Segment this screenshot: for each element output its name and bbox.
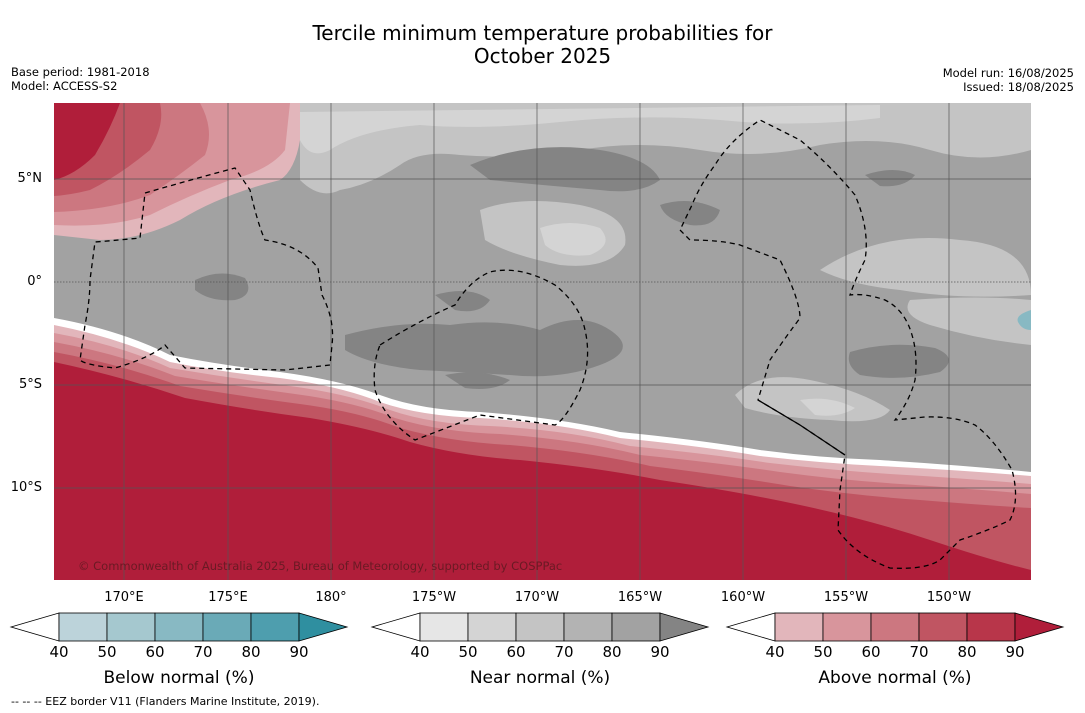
model-name: Model: ACCESS-S2 — [11, 79, 118, 93]
near-normal-southeast-patch — [907, 297, 1031, 345]
cb2-tick-50: 50 — [813, 643, 833, 661]
cb1-extend-right — [659, 612, 710, 642]
title-line-2: October 2025 — [473, 44, 612, 68]
cb2-swatch-3 — [870, 612, 920, 642]
cb0-title: Below normal (%) — [103, 668, 255, 688]
near-normal-dark-patch-5 — [435, 291, 490, 312]
lon-label-155w: 155°W — [823, 590, 869, 605]
eez-borders — [79, 119, 1017, 569]
lat-label-5n: 5°N — [17, 171, 43, 186]
model-run-date: Model run: 16/08/2025 — [942, 66, 1074, 80]
cb2-tick-60: 60 — [861, 643, 881, 661]
cb0-tick-50: 50 — [97, 643, 117, 661]
cb1-title: Near normal (%) — [469, 668, 611, 688]
cb1-swatch-5 — [611, 612, 661, 642]
cb0-tick-90: 90 — [289, 643, 309, 661]
cb2-swatch-4 — [918, 612, 968, 642]
near-normal-dark-patch-8 — [848, 344, 949, 378]
cb1-tick-60: 60 — [506, 643, 526, 661]
lon-label-165w: 165°W — [617, 590, 663, 605]
eez-border-tuvalu — [373, 269, 589, 441]
lat-label-10s: 10°S — [10, 480, 42, 495]
above-normal-south-90 — [54, 362, 1031, 580]
cb2-title: Above normal (%) — [818, 668, 972, 688]
issued-date: Issued: 18/08/2025 — [963, 80, 1074, 94]
below-normal-east-patch — [1017, 310, 1031, 330]
map-title: Tercile minimum temperature probabilitie… — [0, 22, 1085, 68]
above-normal-northwest-90 — [54, 103, 120, 180]
lat-label-0: 0° — [27, 274, 42, 289]
run-info: Model run: 16/08/2025 Issued: 18/08/2025 — [943, 66, 1074, 94]
near-normal-north-light — [300, 105, 880, 154]
eez-border-line-islands — [679, 119, 1017, 569]
cb1-swatch-1 — [419, 612, 469, 642]
cb1-tick-50: 50 — [458, 643, 478, 661]
cb0-swatch-5 — [250, 612, 300, 642]
lon-label-175e: 175°E — [208, 590, 248, 605]
cb1-tick-70: 70 — [554, 643, 574, 661]
near-normal-center-light — [540, 223, 606, 256]
cb1-tick-80: 80 — [602, 643, 622, 661]
base-period: Base period: 1981-2018 — [11, 65, 150, 79]
near-normal-dark-patch-4 — [195, 273, 249, 301]
cb1-swatch-3 — [515, 612, 565, 642]
title-line-1: Tercile minimum temperature probabilitie… — [312, 21, 773, 45]
near-normal-dark-patch-6 — [345, 320, 623, 377]
lon-label-170w: 170°W — [514, 590, 560, 605]
cb2-extend-left — [725, 612, 776, 642]
lon-label-180: 180° — [315, 590, 347, 605]
cb0-extend-left — [9, 612, 60, 642]
near-normal-dark-patch-1 — [470, 147, 660, 192]
colorbar-near-normal — [370, 612, 710, 642]
graticule — [54, 103, 1031, 580]
colorbar-below-normal — [9, 612, 349, 642]
cb2-tick-90: 90 — [1005, 643, 1025, 661]
cb1-tick-90: 90 — [650, 643, 670, 661]
cb2-swatch-1 — [774, 612, 824, 642]
cb0-extend-right — [298, 612, 349, 642]
cb0-tick-40: 40 — [49, 643, 69, 661]
cb1-swatch-2 — [467, 612, 517, 642]
map-layers — [54, 103, 1031, 580]
cb0-tick-70: 70 — [193, 643, 213, 661]
lon-label-160w: 160°W — [720, 590, 766, 605]
eez-border-solid-segment — [757, 399, 846, 456]
cb2-tick-40: 40 — [765, 643, 785, 661]
lon-label-150w: 150°W — [926, 590, 972, 605]
colorbar-above-normal — [725, 612, 1065, 642]
lat-label-5s: 5°S — [18, 377, 42, 392]
near-normal-dark-patch-3 — [865, 170, 915, 187]
cb0-tick-60: 60 — [145, 643, 165, 661]
cb2-extend-right — [1014, 612, 1065, 642]
eez-footnote: -- -- -- EEZ border V11 (Flanders Marine… — [11, 695, 320, 708]
cb1-extend-left — [370, 612, 421, 642]
cb2-tick-80: 80 — [957, 643, 977, 661]
eez-border-kiribati-gilbert — [79, 167, 334, 371]
lon-label-170e: 170°E — [104, 590, 144, 605]
cb0-swatch-2 — [106, 612, 156, 642]
near-normal-dark-patch-2 — [660, 201, 720, 226]
cb2-tick-70: 70 — [909, 643, 929, 661]
copyright-text: © Commonwealth of Australia 2025, Bureau… — [78, 559, 562, 573]
cb1-tick-40: 40 — [410, 643, 430, 661]
cb2-swatch-5 — [966, 612, 1016, 642]
near-normal-south-light — [800, 398, 855, 416]
cb0-swatch-3 — [154, 612, 204, 642]
cb0-tick-80: 80 — [241, 643, 261, 661]
lon-label-175w: 175°W — [411, 590, 457, 605]
cb1-swatch-4 — [563, 612, 613, 642]
model-info: Base period: 1981-2018 Model: ACCESS-S2 — [11, 65, 150, 93]
cb0-swatch-1 — [58, 612, 108, 642]
cb2-swatch-2 — [822, 612, 872, 642]
cb0-swatch-4 — [202, 612, 252, 642]
